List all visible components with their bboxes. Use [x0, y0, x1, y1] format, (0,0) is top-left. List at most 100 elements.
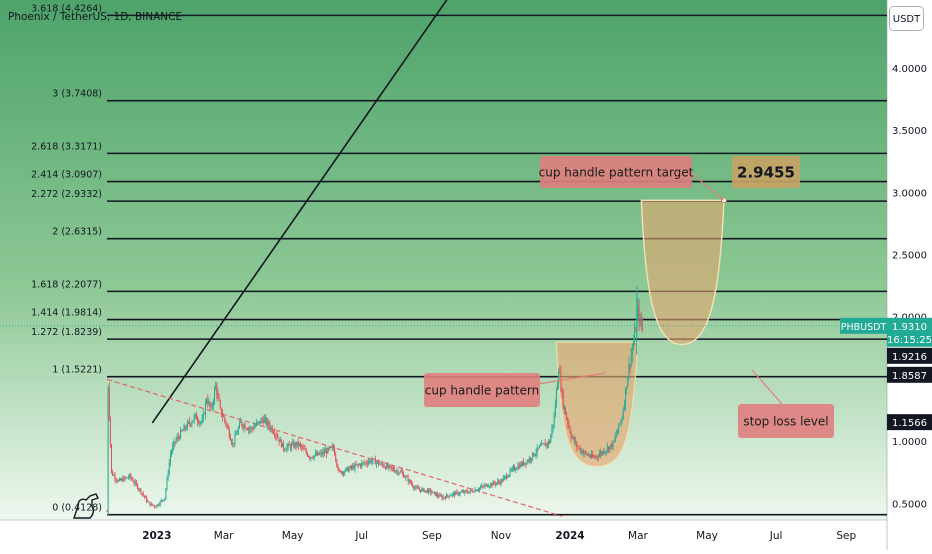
candle-body-2022-12-07[interactable] — [128, 477, 130, 479]
candle-body-2023-02-20[interactable] — [212, 401, 214, 406]
candle-body-2023-11-15[interactable] — [516, 468, 518, 470]
candle-body-2024-01-09[interactable] — [578, 447, 580, 449]
candle-body-2023-06-24[interactable] — [353, 466, 355, 469]
candle-body-2023-04-15[interactable] — [274, 433, 276, 436]
candle-body-2023-01-20[interactable] — [177, 436, 179, 438]
candle-body-2023-05-27[interactable] — [321, 452, 323, 455]
annotation-cup-pattern-box[interactable] — [424, 373, 540, 407]
candle-body-2022-12-03[interactable] — [123, 477, 125, 482]
candle-body-2023-03-27[interactable] — [252, 428, 254, 430]
candle-body-2024-01-20[interactable] — [591, 454, 593, 457]
candle-body-2022-12-25[interactable] — [148, 501, 150, 503]
candle-body-2023-05-07[interactable] — [298, 443, 300, 446]
candle-body-2023-01-07[interactable] — [163, 500, 165, 501]
candle-body-2024-01-28[interactable] — [600, 452, 602, 455]
candle-body-2023-06-20[interactable] — [348, 468, 350, 472]
candle-body-2024-02-01[interactable] — [604, 451, 606, 454]
annotation-target-value-box[interactable] — [732, 156, 800, 188]
candle-body-2023-01-30[interactable] — [189, 421, 191, 424]
candle-body-2023-05-09[interactable] — [301, 445, 303, 448]
trendline-uptrend[interactable] — [151, 0, 472, 424]
candle-body-2023-07-21[interactable] — [383, 466, 385, 468]
candle-body-2023-08-15[interactable] — [412, 484, 414, 487]
candle-body-2023-12-09[interactable] — [543, 443, 545, 445]
candle-body-2022-12-24[interactable] — [147, 501, 149, 503]
candle-body-2023-01-04[interactable] — [159, 501, 161, 505]
candle-body-2023-07-03[interactable] — [363, 462, 365, 464]
candle-body-2023-01-25[interactable] — [183, 426, 185, 431]
candle-body-2023-07-19[interactable] — [381, 463, 383, 465]
candle-body-2023-05-01[interactable] — [292, 442, 294, 445]
candle-body-2023-05-20[interactable] — [313, 455, 315, 459]
candle-body-2023-02-10[interactable] — [201, 420, 203, 422]
candle-body-2023-06-10[interactable] — [337, 465, 339, 470]
cup-target-projection[interactable] — [640, 199, 725, 346]
candle-body-2023-06-15[interactable] — [343, 471, 345, 474]
candle-body-2023-09-12[interactable] — [443, 497, 445, 498]
candle-body-2023-02-15[interactable] — [207, 399, 209, 405]
candle-body-2023-12-29[interactable] — [566, 414, 568, 419]
candle-body-2023-04-08[interactable] — [266, 418, 268, 425]
candle-body-2023-10-28[interactable] — [495, 482, 497, 485]
candle-body-2023-08-12[interactable] — [408, 480, 410, 482]
candle-body-2023-10-22[interactable] — [489, 486, 491, 487]
candle-body-2023-01-12[interactable] — [168, 462, 170, 474]
candle-body-2024-01-02[interactable] — [570, 432, 572, 438]
candle-body-2023-04-16[interactable] — [275, 435, 277, 436]
candle-body-2023-04-29[interactable] — [289, 445, 291, 449]
candle-body-2023-10-04[interactable] — [468, 491, 470, 494]
candle-body-2024-01-08[interactable] — [577, 446, 579, 448]
candle-body-2023-11-20[interactable] — [521, 461, 523, 466]
candle-body-2022-11-22[interactable] — [111, 444, 113, 472]
currency-button-box[interactable] — [889, 6, 924, 31]
candle-body-2023-03-02[interactable] — [224, 417, 226, 421]
candle-body-2023-06-29[interactable] — [358, 464, 360, 466]
candle-body-2024-02-21[interactable] — [627, 377, 629, 388]
candle-body-2023-10-08[interactable] — [473, 491, 475, 493]
candle-body-2022-12-05[interactable] — [125, 477, 127, 479]
candle-body-2023-05-17[interactable] — [310, 457, 312, 459]
candle-body-2023-06-25[interactable] — [354, 464, 356, 469]
candle-body-2023-09-08[interactable] — [439, 495, 441, 497]
candle-body-2023-03-13[interactable] — [236, 433, 238, 435]
candle-body-2022-11-25[interactable] — [114, 475, 116, 480]
candle-body-2024-02-23[interactable] — [629, 364, 631, 366]
candle-body-2022-12-21[interactable] — [143, 495, 145, 497]
candle-body-2023-08-04[interactable] — [399, 471, 401, 474]
candle-body-2023-12-25[interactable] — [561, 389, 563, 392]
candle-body-2023-12-12[interactable] — [546, 443, 548, 445]
candle-body-2023-05-31[interactable] — [326, 450, 328, 454]
candle-body-2023-10-21[interactable] — [488, 486, 490, 488]
candle-body-2022-12-14[interactable] — [135, 482, 137, 485]
candle-body-2023-09-14[interactable] — [446, 494, 448, 499]
candle-body-2023-12-18[interactable] — [553, 415, 555, 425]
candle-body-2022-12-20[interactable] — [142, 493, 144, 496]
candle-body-2023-01-16[interactable] — [173, 441, 175, 447]
candle-body-2023-07-14[interactable] — [375, 462, 377, 465]
candle-body-2024-02-25[interactable] — [631, 348, 633, 355]
candle-body-2023-06-07[interactable] — [334, 448, 336, 456]
candle-body-2023-09-24[interactable] — [457, 492, 459, 495]
candle-body-2024-01-11[interactable] — [580, 450, 582, 452]
candle-body-2022-12-06[interactable] — [126, 477, 128, 479]
candle-body-2024-01-21[interactable] — [592, 454, 594, 457]
candle-body-2023-08-10[interactable] — [406, 476, 408, 478]
candle-body-2024-02-12[interactable] — [617, 430, 619, 434]
candle-body-2023-11-25[interactable] — [527, 460, 529, 462]
candle-body-2024-01-06[interactable] — [575, 441, 577, 443]
candle-body-2023-11-18[interactable] — [519, 463, 521, 469]
candle-body-2023-10-01[interactable] — [465, 490, 467, 492]
candle-body-2024-01-12[interactable] — [581, 450, 583, 454]
candle-body-2023-01-13[interactable] — [169, 454, 171, 463]
candle-body-2023-09-06[interactable] — [437, 493, 439, 496]
last-price-label[interactable]: PHBUSDT 1.9310 16:15:25 — [840, 317, 932, 347]
candle-body-2023-09-27[interactable] — [460, 492, 462, 493]
candle-body-2023-05-16[interactable] — [309, 456, 311, 459]
candle-body-2023-01-19[interactable] — [176, 436, 178, 440]
candle-body-2023-02-27[interactable] — [220, 407, 222, 415]
candle-body-2024-01-24[interactable] — [595, 456, 597, 458]
candle-body-2023-08-19[interactable] — [416, 487, 418, 489]
candle-body-2023-11-30[interactable] — [533, 452, 535, 456]
candle-body-2023-12-19[interactable] — [554, 405, 556, 416]
candle-body-2023-02-24[interactable] — [217, 394, 219, 396]
